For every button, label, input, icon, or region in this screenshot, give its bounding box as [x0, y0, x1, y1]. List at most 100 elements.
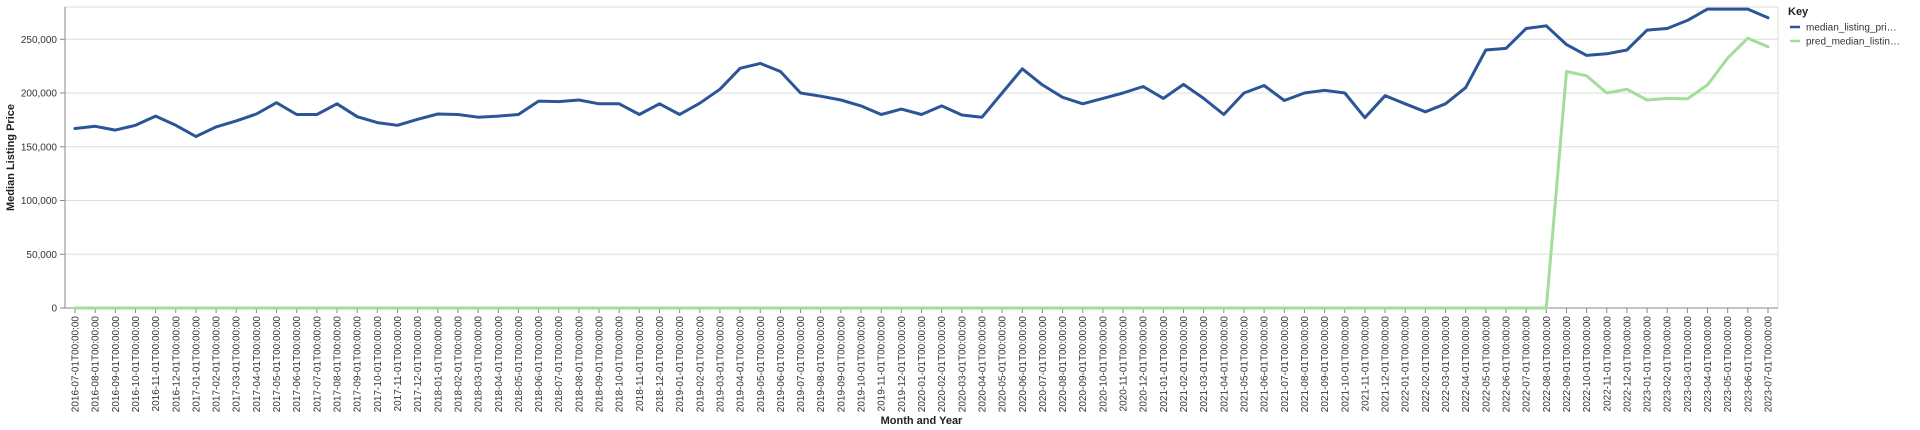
- x-tick-label: 2017-01-01T00:00:00: [191, 316, 202, 413]
- x-tick-label: 2021-05-01T00:00:00: [1239, 316, 1250, 413]
- legend-title: Key: [1788, 6, 1809, 18]
- x-tick-label: 2021-01-01T00:00:00: [1159, 316, 1170, 413]
- x-tick-label: 2021-07-01T00:00:00: [1280, 316, 1291, 413]
- legend: Key median_listing_pri… pred_median_listi…: [1788, 6, 1900, 48]
- x-tick-label: 2022-10-01T00:00:00: [1582, 316, 1593, 413]
- x-tick-label: 2020-04-01T00:00:00: [977, 316, 988, 413]
- x-tick-label: 2021-06-01T00:00:00: [1260, 316, 1271, 413]
- x-tick-label: 2020-01-01T00:00:00: [917, 316, 928, 413]
- x-tick-label: 2023-03-01T00:00:00: [1683, 316, 1694, 413]
- y-tick-label: 150,000: [21, 142, 58, 153]
- y-axis-title: Median Listing Price: [5, 104, 17, 211]
- x-tick-label: 2021-09-01T00:00:00: [1320, 316, 1331, 413]
- x-tick-label: 2023-01-01T00:00:00: [1643, 316, 1654, 413]
- x-tick-label: 2018-08-01T00:00:00: [574, 316, 585, 413]
- x-tick-label: 2018-11-01T00:00:00: [635, 316, 646, 412]
- y-tick-label: 250,000: [21, 35, 58, 46]
- series-lines: [73, 7, 1770, 310]
- x-tick-label: 2016-08-01T00:00:00: [91, 316, 102, 413]
- x-tick-label: 2022-02-01T00:00:00: [1421, 316, 1432, 413]
- x-tick-label: 2022-09-01T00:00:00: [1562, 316, 1573, 413]
- x-tick-label: 2023-06-01T00:00:00: [1743, 316, 1754, 413]
- x-tick-label: 2018-12-01T00:00:00: [655, 316, 666, 413]
- x-tick-label: 2018-09-01T00:00:00: [595, 316, 606, 413]
- x-tick-label: 2022-07-01T00:00:00: [1522, 316, 1533, 413]
- y-tick-label: 200,000: [21, 89, 58, 100]
- x-tick-label: 2019-11-01T00:00:00: [877, 316, 888, 412]
- x-tick-label: 2022-01-01T00:00:00: [1401, 316, 1412, 413]
- x-tick-label: 2019-06-01T00:00:00: [776, 316, 787, 413]
- series-line-median-listing-price: [73, 7, 1770, 138]
- x-tick-label: 2020-12-01T00:00:00: [1139, 316, 1150, 413]
- x-tick-label: 2016-11-01T00:00:00: [151, 316, 162, 412]
- x-tick-label: 2017-05-01T00:00:00: [272, 316, 283, 413]
- x-tick-label: 2019-01-01T00:00:00: [675, 316, 686, 413]
- x-tick-label: 2018-06-01T00:00:00: [534, 316, 545, 413]
- x-tick-label: 2023-07-01T00:00:00: [1764, 316, 1775, 413]
- x-tick-label: 2022-12-01T00:00:00: [1622, 316, 1633, 413]
- x-tick-label: 2022-04-01T00:00:00: [1461, 316, 1472, 413]
- x-tick-label: 2022-11-01T00:00:00: [1602, 316, 1613, 412]
- y-tick-label: 100,000: [21, 196, 58, 207]
- x-tick-label: 2020-10-01T00:00:00: [1098, 316, 1109, 413]
- x-tick-label: 2017-10-01T00:00:00: [373, 316, 384, 413]
- x-tick-label: 2019-07-01T00:00:00: [796, 316, 807, 413]
- y-tick-label: 50,000: [26, 250, 57, 261]
- x-tick-label: 2018-10-01T00:00:00: [615, 316, 626, 413]
- x-tick-label: 2018-07-01T00:00:00: [554, 316, 565, 413]
- x-tick-label: 2017-06-01T00:00:00: [292, 316, 303, 413]
- x-tick-label: 2019-04-01T00:00:00: [736, 316, 747, 413]
- x-tick-label: 2022-05-01T00:00:00: [1481, 316, 1492, 413]
- x-tick-label: 2018-03-01T00:00:00: [474, 316, 485, 413]
- x-tick-label: 2016-12-01T00:00:00: [171, 316, 182, 413]
- x-tick-label: 2019-12-01T00:00:00: [897, 316, 908, 413]
- x-tick-label: 2017-04-01T00:00:00: [252, 316, 263, 413]
- x-tick-label: 2018-01-01T00:00:00: [433, 316, 444, 413]
- x-tick-label: 2016-10-01T00:00:00: [131, 316, 142, 413]
- x-tick-label: 2019-03-01T00:00:00: [715, 316, 726, 413]
- x-tick-label: 2020-06-01T00:00:00: [1018, 316, 1029, 413]
- x-tick-label: 2018-05-01T00:00:00: [514, 316, 525, 413]
- legend-entry-label: pred_median_listin…: [1806, 37, 1900, 48]
- x-tick-label: 2023-04-01T00:00:00: [1703, 316, 1714, 413]
- x-tick-label: 2021-11-01T00:00:00: [1360, 316, 1371, 412]
- x-tick-label: 2017-07-01T00:00:00: [312, 316, 323, 413]
- x-tick-label: 2021-03-01T00:00:00: [1199, 316, 1210, 413]
- x-tick-label: 2022-06-01T00:00:00: [1501, 316, 1512, 413]
- x-tick-label: 2017-11-01T00:00:00: [393, 316, 404, 412]
- x-tick-label: 2023-02-01T00:00:00: [1663, 316, 1674, 413]
- axes: 0 50,000 100,000 150,000 200,000 250,000 2016-…: [21, 7, 1778, 412]
- x-tick-label: 2021-04-01T00:00:00: [1219, 316, 1230, 413]
- x-tick-label: 2022-08-01T00:00:00: [1542, 316, 1553, 413]
- x-tick-label: 2016-09-01T00:00:00: [111, 316, 122, 413]
- series-line-pred-median-listing-price: [73, 36, 1770, 310]
- x-tick-label: 2019-02-01T00:00:00: [695, 316, 706, 413]
- x-axis-title: Month and Year: [881, 415, 963, 427]
- x-tick-label: 2021-08-01T00:00:00: [1300, 316, 1311, 413]
- x-tick-label: 2017-08-01T00:00:00: [333, 316, 344, 413]
- x-tick-label: 2020-07-01T00:00:00: [1038, 316, 1049, 413]
- y-tick-label: 0: [51, 304, 57, 315]
- x-tick-label: 2021-10-01T00:00:00: [1340, 316, 1351, 413]
- x-tick-label: 2020-03-01T00:00:00: [957, 316, 968, 413]
- x-tick-label: 2019-05-01T00:00:00: [756, 316, 767, 413]
- x-tick-label: 2017-09-01T00:00:00: [353, 316, 364, 413]
- x-tick-label: 2020-09-01T00:00:00: [1078, 316, 1089, 413]
- x-tick-label: 2020-02-01T00:00:00: [937, 316, 948, 413]
- x-tick-label: 2017-12-01T00:00:00: [413, 316, 424, 413]
- gridlines: [64, 6, 1779, 309]
- x-tick-label: 2023-05-01T00:00:00: [1723, 316, 1734, 413]
- x-tick-label: 2020-05-01T00:00:00: [998, 316, 1009, 413]
- x-tick-label: 2019-09-01T00:00:00: [836, 316, 847, 413]
- x-tick-label: 2022-03-01T00:00:00: [1441, 316, 1452, 413]
- x-tick-label: 2018-02-01T00:00:00: [453, 316, 464, 413]
- x-tick-label: 2017-02-01T00:00:00: [212, 316, 223, 413]
- x-tick-label: 2019-08-01T00:00:00: [816, 316, 827, 413]
- x-tick-label: 2018-04-01T00:00:00: [494, 316, 505, 413]
- x-tick-label: 2020-08-01T00:00:00: [1058, 316, 1069, 413]
- x-tick-label: 2017-03-01T00:00:00: [232, 316, 243, 413]
- x-tick-label: 2021-12-01T00:00:00: [1381, 316, 1392, 413]
- legend-entry-label: median_listing_pri…: [1806, 23, 1897, 34]
